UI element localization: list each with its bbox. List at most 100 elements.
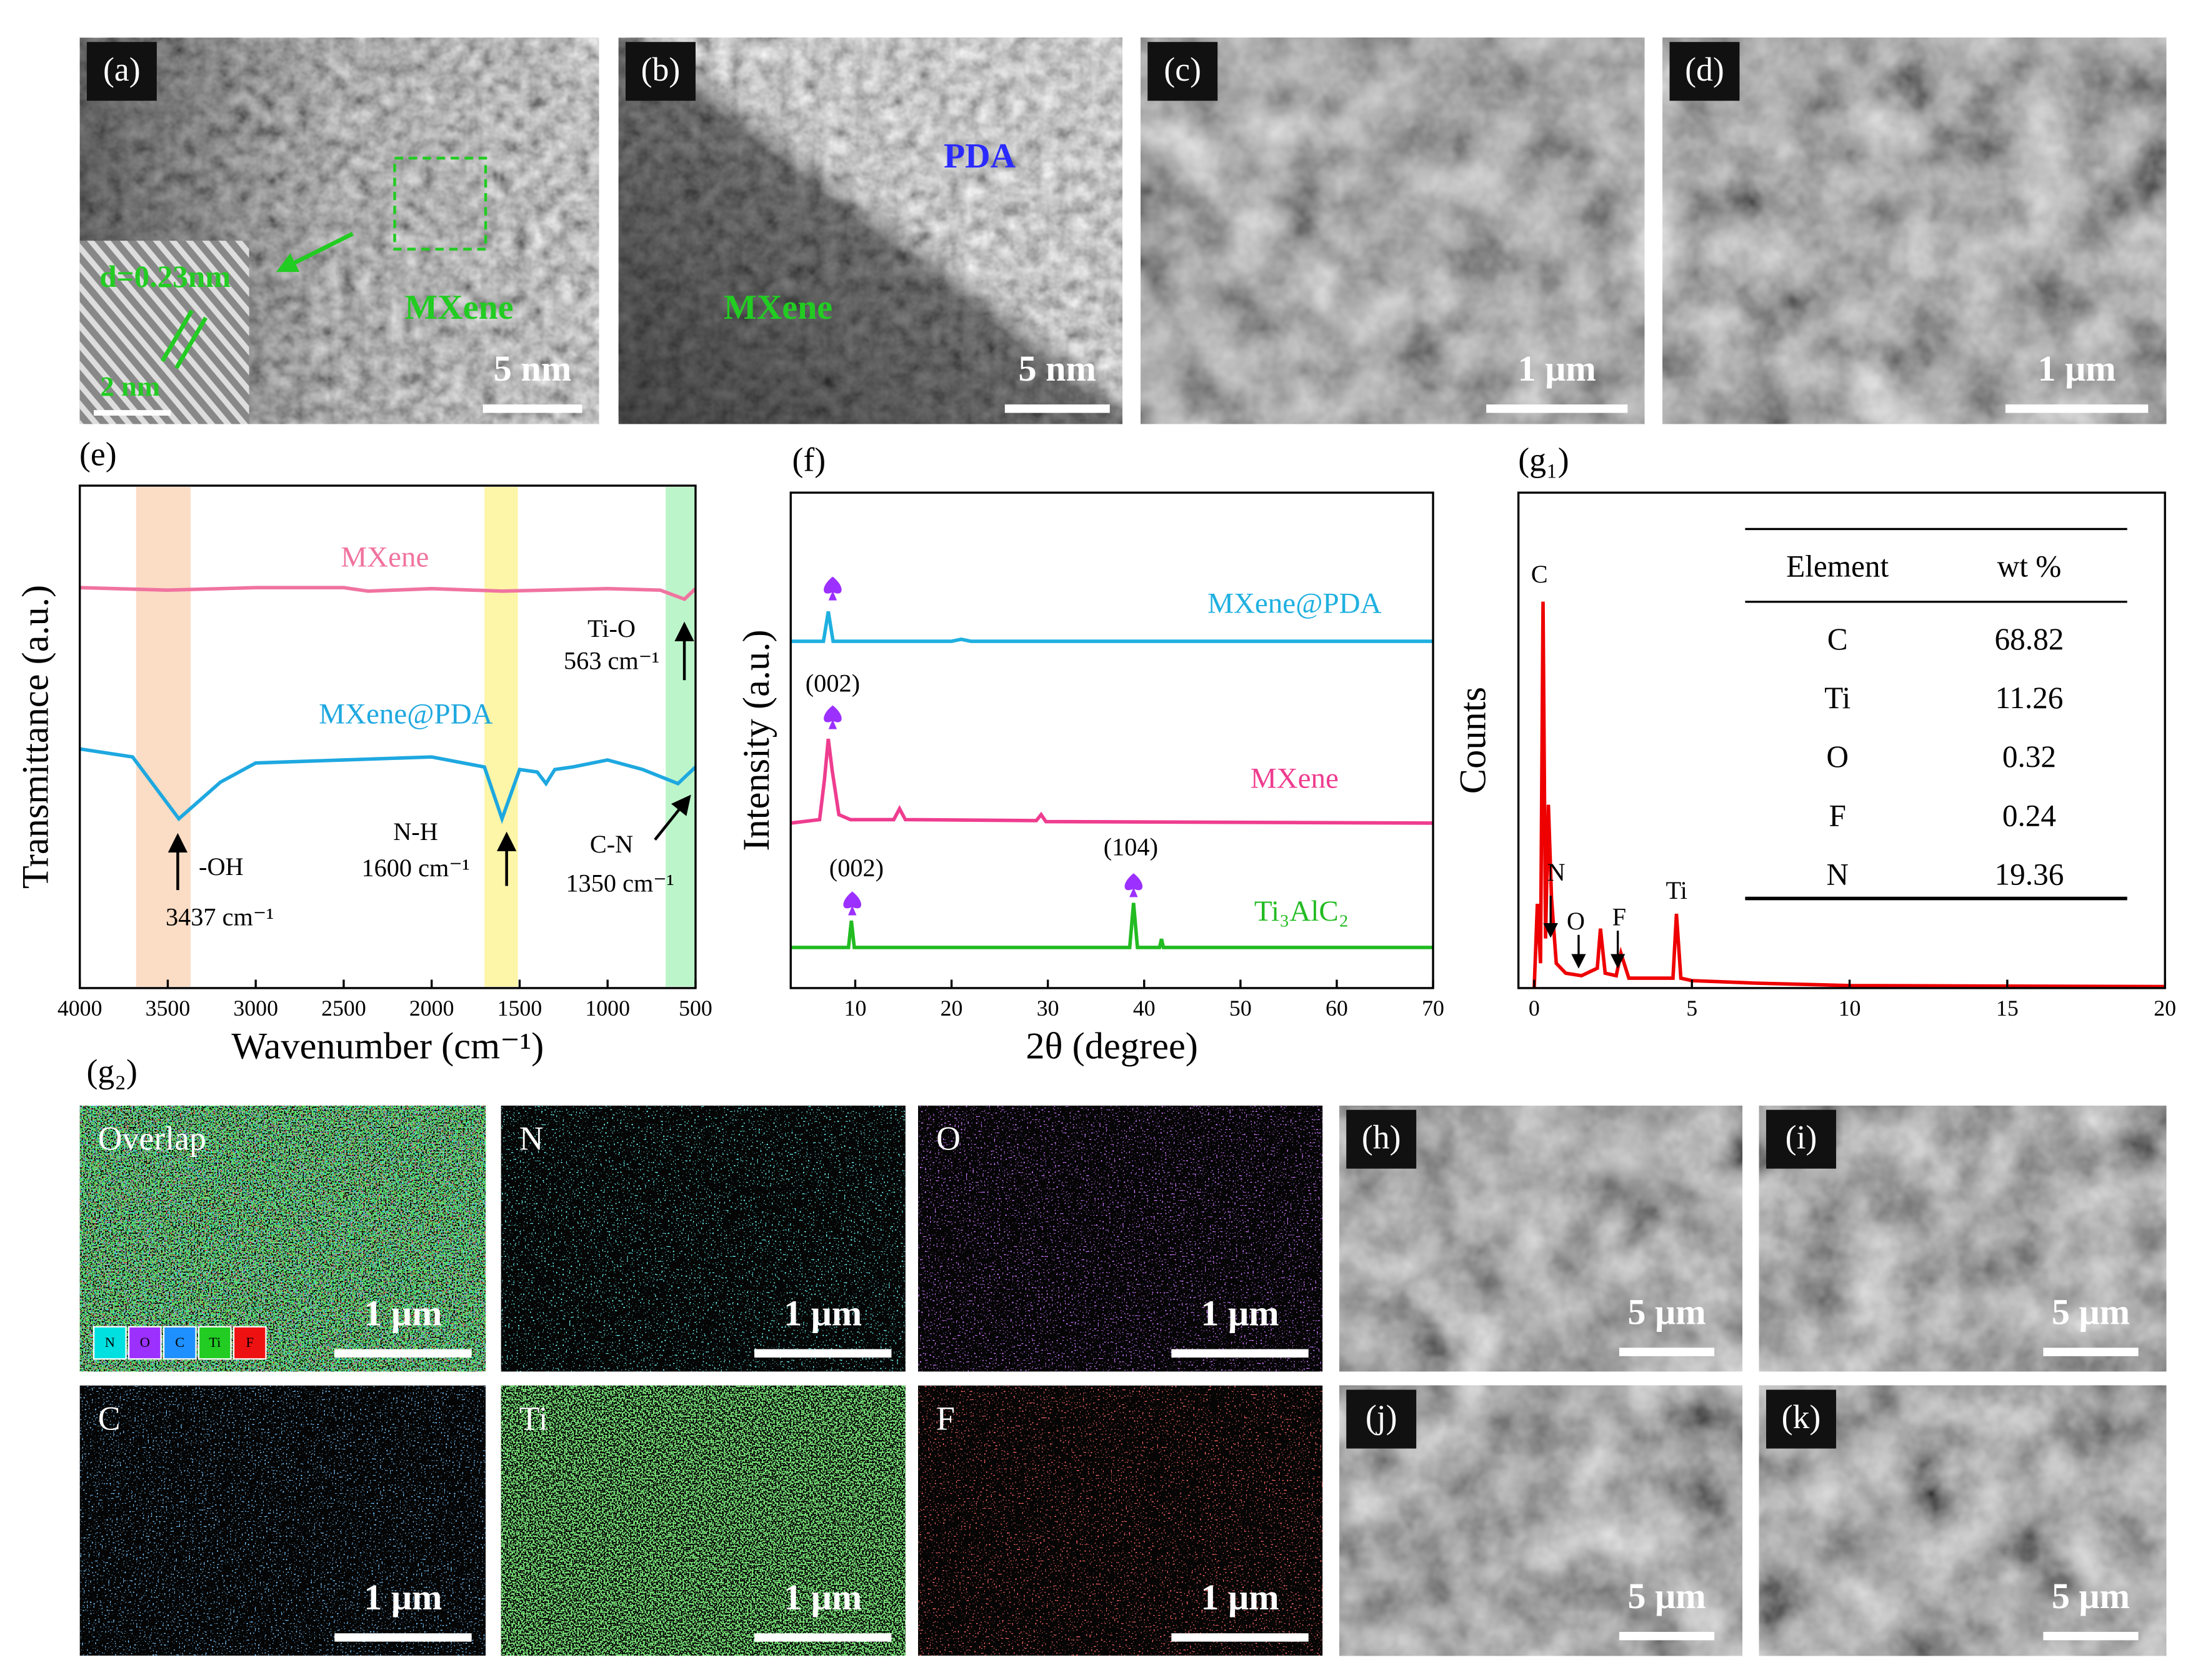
x-tick-label: 3500 — [146, 996, 191, 1021]
x-tick-label: 20 — [2154, 996, 2176, 1021]
map-title: Overlap — [98, 1120, 206, 1158]
inset-fft — [79, 241, 249, 424]
scale-bar-label: 1 μm — [784, 1292, 862, 1333]
scale-bar-label: 1 μm — [2038, 348, 2116, 389]
panel-label-box — [1669, 42, 1740, 101]
series-line — [79, 586, 697, 601]
plot-frame — [789, 491, 1434, 989]
series-label: MXene@PDA — [1207, 587, 1381, 619]
annotation: MXene — [404, 288, 513, 327]
lattice-mark — [174, 316, 208, 369]
series-label: Ti₃AlC₂ — [1254, 895, 1349, 928]
panel-label: (f) — [792, 441, 826, 479]
x-tick-label: 60 — [1326, 996, 1348, 1021]
panel-label: (a) — [103, 51, 141, 88]
table-cell: N — [1826, 857, 1849, 891]
map-title: F — [936, 1399, 955, 1437]
x-tick-label: 40 — [1133, 996, 1156, 1021]
peak-label: O — [1567, 907, 1585, 935]
x-tick-label: 70 — [1422, 996, 1444, 1021]
annotation: C-N — [590, 830, 633, 858]
map-title: N — [519, 1120, 544, 1158]
x-tick-label: 4000 — [57, 996, 102, 1021]
x-axis-label: Wavenumber (cm⁻¹) — [231, 1025, 544, 1067]
legend-swatch — [162, 1326, 197, 1360]
annotation: 3437 cm⁻¹ — [166, 902, 274, 931]
peak-label: (002) — [829, 854, 884, 882]
panel-label: (e) — [79, 436, 117, 473]
legend-label: F — [246, 1334, 254, 1350]
scale-bar-label: 5 nm — [1019, 348, 1097, 389]
x-tick-label: 10 — [1839, 996, 1861, 1021]
table-cell: F — [1829, 798, 1846, 832]
element-dots — [917, 1385, 1323, 1656]
x-tick-label: 1000 — [585, 996, 630, 1021]
x-tick-label: 5 — [1686, 996, 1697, 1021]
scale-bar-label: 1 μm — [364, 1577, 442, 1618]
series-line — [1532, 601, 2166, 989]
scale-bar-label: 1 μm — [364, 1292, 442, 1333]
element-dots — [79, 1385, 486, 1656]
series-line — [791, 611, 1434, 643]
peak-label: Ti — [1666, 876, 1687, 904]
plot-frame — [1517, 491, 2166, 989]
peak-marker — [843, 891, 862, 916]
scale-bar-label: 1 μm — [1201, 1577, 1279, 1618]
annotation: 1350 cm⁻¹ — [566, 869, 674, 898]
annotation: 2 nm — [100, 371, 160, 402]
legend-label: N — [105, 1334, 115, 1350]
map-title: O — [936, 1120, 961, 1158]
x-tick-label: 0 — [1529, 996, 1540, 1021]
x-tick-label: 1500 — [497, 996, 542, 1021]
scale-bar-label: 5 μm — [1627, 1576, 1706, 1616]
panel-label: (h) — [1362, 1118, 1401, 1156]
peak-label: (104) — [1104, 832, 1158, 861]
table-cell: C — [1827, 622, 1848, 656]
legend-swatch — [92, 1326, 127, 1360]
annotation: 1600 cm⁻¹ — [361, 854, 469, 882]
legend-swatch — [197, 1326, 232, 1360]
lattice-mark — [160, 309, 194, 362]
peak-label: N — [1547, 858, 1566, 886]
element-dots — [501, 1106, 906, 1372]
scale-bar-label: 5 μm — [2052, 1576, 2130, 1616]
panel-label: (g₁) — [1518, 441, 1569, 479]
peak-label: C — [1531, 560, 1548, 588]
panel-label: (b) — [641, 51, 681, 88]
x-tick-label: 10 — [844, 996, 867, 1021]
scale-bar-label: 5 nm — [494, 348, 572, 389]
peak-marker — [824, 576, 842, 601]
peak-marker — [824, 705, 842, 729]
series-label: MXene — [1251, 762, 1339, 794]
panel-label-box — [86, 42, 157, 101]
legend-swatch — [127, 1326, 162, 1360]
x-tick-label: 2000 — [409, 996, 454, 1021]
annotation: Ti-O — [587, 614, 636, 642]
arrow — [276, 231, 354, 272]
table-cell: 0.32 — [2002, 739, 2056, 774]
legend-swatch — [232, 1326, 267, 1360]
element-dots — [501, 1385, 906, 1656]
annotation: 563 cm⁻¹ — [564, 647, 659, 675]
annotation: -OH — [199, 852, 244, 881]
y-axis-label: Counts — [1452, 687, 1494, 794]
table-cell: 19.36 — [1995, 857, 2064, 891]
table-cell: Ti — [1824, 681, 1851, 715]
panel-label: (c) — [1164, 51, 1201, 88]
x-tick-label: 20 — [941, 996, 963, 1021]
scale-bar-label: 5 μm — [2052, 1291, 2130, 1332]
shade — [618, 38, 1122, 424]
x-tick-label: 500 — [679, 996, 712, 1021]
table-header: wt % — [1997, 549, 2062, 584]
series-line — [791, 902, 1434, 949]
panel-label-box — [1346, 1389, 1417, 1449]
table-header: Element — [1786, 549, 1889, 584]
arrow — [654, 794, 691, 841]
panel-label-box — [1346, 1109, 1417, 1169]
x-tick-label: 50 — [1229, 996, 1252, 1021]
x-axis-label: 2θ (degree) — [1026, 1025, 1198, 1067]
legend-label: C — [175, 1334, 184, 1350]
